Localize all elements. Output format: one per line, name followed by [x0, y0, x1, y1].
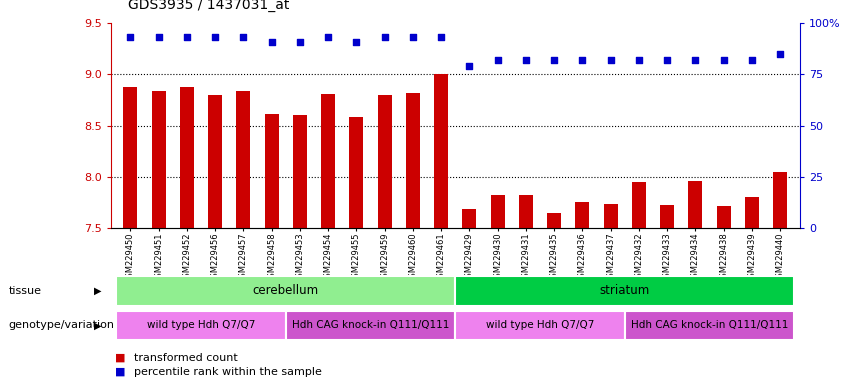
- Bar: [455, 311, 625, 340]
- Point: [293, 38, 306, 45]
- Point: [434, 34, 448, 40]
- Point: [688, 57, 702, 63]
- Text: ■: ■: [115, 353, 125, 363]
- Text: tissue: tissue: [9, 286, 42, 296]
- Bar: [660, 205, 674, 384]
- Text: ■: ■: [115, 366, 125, 377]
- Text: cerebellum: cerebellum: [253, 285, 319, 297]
- Text: genotype/variation: genotype/variation: [9, 320, 115, 331]
- Point: [123, 34, 137, 40]
- Point: [660, 57, 674, 63]
- Bar: [717, 206, 731, 384]
- Text: Hdh CAG knock-in Q111/Q111: Hdh CAG knock-in Q111/Q111: [292, 320, 449, 331]
- Bar: [321, 94, 335, 384]
- Point: [745, 57, 759, 63]
- Point: [519, 57, 533, 63]
- Bar: [151, 91, 166, 384]
- Bar: [773, 172, 787, 384]
- Bar: [406, 93, 420, 384]
- Text: percentile rank within the sample: percentile rank within the sample: [134, 366, 322, 377]
- Bar: [603, 204, 618, 384]
- Bar: [378, 95, 391, 384]
- Text: wild type Hdh Q7/Q7: wild type Hdh Q7/Q7: [486, 320, 594, 331]
- Text: transformed count: transformed count: [134, 353, 237, 363]
- Bar: [237, 91, 250, 384]
- Bar: [631, 182, 646, 384]
- Point: [406, 34, 420, 40]
- Bar: [180, 87, 194, 384]
- Text: wild type Hdh Q7/Q7: wild type Hdh Q7/Q7: [147, 320, 255, 331]
- Point: [180, 34, 194, 40]
- Text: ▶: ▶: [94, 320, 101, 331]
- Bar: [625, 311, 794, 340]
- Bar: [123, 87, 138, 384]
- Point: [491, 57, 505, 63]
- Bar: [455, 276, 794, 306]
- Text: Hdh CAG knock-in Q111/Q111: Hdh CAG knock-in Q111/Q111: [631, 320, 788, 331]
- Bar: [293, 116, 307, 384]
- Bar: [575, 202, 590, 384]
- Bar: [519, 195, 533, 384]
- Bar: [434, 74, 448, 384]
- Point: [774, 51, 787, 57]
- Bar: [286, 311, 455, 340]
- Text: striatum: striatum: [600, 285, 650, 297]
- Bar: [265, 114, 279, 384]
- Point: [237, 34, 250, 40]
- Point: [547, 57, 561, 63]
- Bar: [208, 95, 222, 384]
- Point: [463, 63, 477, 69]
- Point: [208, 34, 222, 40]
- Point: [265, 38, 278, 45]
- Bar: [117, 276, 455, 306]
- Point: [350, 38, 363, 45]
- Point: [604, 57, 618, 63]
- Point: [575, 57, 589, 63]
- Bar: [745, 197, 759, 384]
- Point: [632, 57, 646, 63]
- Bar: [462, 209, 477, 384]
- Bar: [117, 311, 286, 340]
- Point: [378, 34, 391, 40]
- Point: [322, 34, 335, 40]
- Text: GDS3935 / 1437031_at: GDS3935 / 1437031_at: [128, 0, 289, 12]
- Point: [151, 34, 165, 40]
- Point: [717, 57, 730, 63]
- Bar: [547, 213, 561, 384]
- Bar: [490, 195, 505, 384]
- Bar: [350, 116, 363, 384]
- Text: ▶: ▶: [94, 286, 101, 296]
- Bar: [688, 181, 702, 384]
